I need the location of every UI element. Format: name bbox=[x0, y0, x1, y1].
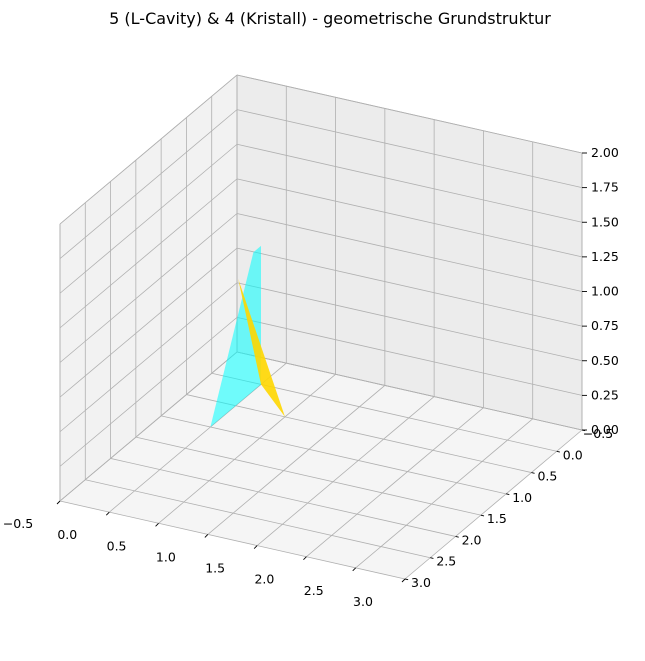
grid-z-left bbox=[59, 109, 238, 259]
y-tick-mark bbox=[56, 500, 61, 505]
x-tick-mark bbox=[430, 557, 434, 559]
x-tick-mark bbox=[480, 514, 485, 517]
grid-z-left bbox=[59, 247, 238, 398]
axes-panes bbox=[60, 75, 582, 579]
y-tick-label: 0.0 bbox=[57, 527, 77, 542]
pane-edge bbox=[59, 351, 238, 502]
z-tick-label: 0.50 bbox=[591, 353, 619, 368]
grid-y-floor bbox=[404, 429, 583, 580]
grid-x-floor bbox=[110, 458, 456, 537]
z-tick-label: 2.00 bbox=[591, 145, 619, 160]
grid-y-floor bbox=[158, 373, 336, 524]
y-tick-mark bbox=[105, 511, 110, 516]
z-tick-label: 1.50 bbox=[591, 214, 619, 229]
x-tick-label: −0.5 bbox=[583, 426, 613, 441]
grid-y-floor bbox=[207, 385, 386, 535]
grid-z-left bbox=[59, 282, 238, 433]
x-tick-mark bbox=[506, 493, 510, 496]
x-tick-mark bbox=[531, 472, 535, 474]
grid-x-floor bbox=[85, 479, 431, 559]
surface-1-0 bbox=[238, 278, 285, 417]
x-tick-label: 2.0 bbox=[462, 532, 482, 547]
y-tick-mark bbox=[253, 545, 258, 549]
grid-x-floor bbox=[135, 436, 481, 516]
grid-x-floor bbox=[59, 500, 406, 580]
grid-x-floor bbox=[161, 415, 507, 495]
x-tick-label: 0.5 bbox=[537, 469, 557, 484]
grid-z-back bbox=[236, 247, 583, 327]
y-tick-label: 1.5 bbox=[205, 561, 225, 576]
pane-edge bbox=[236, 74, 583, 154]
z-tick-label: 0.00 bbox=[591, 422, 619, 437]
pane-floor bbox=[60, 352, 582, 579]
y-tick-label: 2.5 bbox=[304, 583, 324, 598]
grid-y-floor bbox=[355, 418, 533, 569]
z-tick-label: 1.00 bbox=[591, 284, 619, 299]
x-tick-label: 1.0 bbox=[512, 490, 532, 505]
z-tick-label: 0.75 bbox=[591, 318, 619, 333]
y-tick-mark bbox=[155, 522, 159, 527]
x-tick-mark bbox=[404, 578, 409, 581]
grid-y-floor bbox=[109, 362, 287, 513]
tick-layer: −0.50.00.51.01.52.02.53.0−0.50.00.51.01.… bbox=[3, 145, 619, 609]
grid-x-floor bbox=[186, 394, 532, 473]
x-tick-label: 2.5 bbox=[436, 554, 456, 569]
x-tick-label: 3.0 bbox=[411, 575, 431, 590]
y-tick-mark bbox=[352, 567, 357, 572]
grid-z-back bbox=[236, 316, 583, 396]
grid-z-left bbox=[59, 317, 238, 467]
grid-z-left bbox=[59, 213, 238, 363]
y-tick-label: −0.5 bbox=[3, 516, 33, 531]
pane-edge bbox=[236, 351, 583, 431]
y-tick-label: 1.0 bbox=[156, 549, 176, 564]
grid-z-left bbox=[59, 178, 238, 329]
chart-title: 5 (L-Cavity) & 4 (Kristall) - geometrisc… bbox=[109, 9, 551, 28]
y-tick-mark bbox=[204, 534, 209, 538]
y-tick-mark bbox=[303, 556, 307, 561]
y-tick-mark bbox=[401, 578, 406, 583]
x-tick-label: 0.0 bbox=[563, 447, 583, 462]
z-tick-label: 0.25 bbox=[591, 387, 619, 402]
grid-z-left bbox=[59, 143, 238, 294]
y-tick-label: 0.5 bbox=[107, 538, 127, 553]
y-tick-label: 3.0 bbox=[353, 594, 373, 609]
x-tick-mark bbox=[455, 535, 459, 538]
data-layer bbox=[210, 245, 285, 427]
z-tick-label: 1.75 bbox=[591, 180, 619, 195]
grid-z-back bbox=[236, 178, 583, 258]
x-tick-mark bbox=[556, 450, 560, 453]
z-tick-label: 1.25 bbox=[591, 249, 619, 264]
y-tick-label: 2.0 bbox=[254, 572, 274, 587]
pane-edge bbox=[59, 74, 238, 225]
x-tick-label: 1.5 bbox=[487, 511, 507, 526]
axis-edges bbox=[59, 74, 583, 502]
grid-z-back bbox=[236, 213, 583, 292]
grid-z-back bbox=[236, 282, 583, 362]
grid-z-back bbox=[236, 109, 583, 189]
grid-z-back bbox=[236, 143, 583, 223]
grid-y-floor bbox=[256, 396, 435, 546]
grid-y-floor bbox=[306, 407, 484, 558]
surface-0-0 bbox=[210, 245, 261, 427]
